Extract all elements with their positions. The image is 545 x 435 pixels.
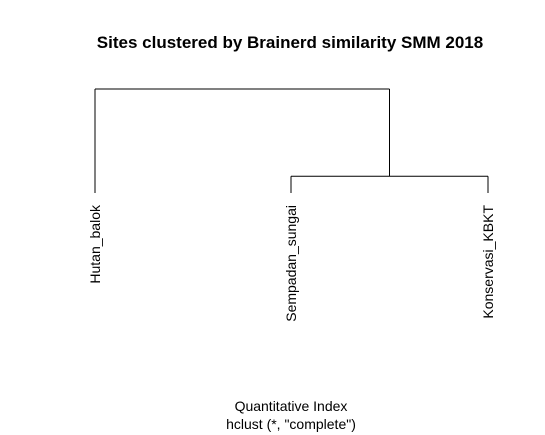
leaf-label: Hutan_balok xyxy=(87,204,103,284)
leaf-label: Sempadan_sungai xyxy=(283,205,299,322)
dendrogram-tree xyxy=(95,89,488,193)
leaf-label: Konservasi_KBKT xyxy=(480,205,496,319)
leaf-labels: Hutan_balok Sempadan_sungai Konservasi_KBK… xyxy=(87,204,496,322)
method-label: hclust (*, "complete") xyxy=(226,416,356,432)
x-axis-label: Quantitative Index xyxy=(235,398,348,414)
chart-title: Sites clustered by Brainerd similarity S… xyxy=(97,33,483,52)
